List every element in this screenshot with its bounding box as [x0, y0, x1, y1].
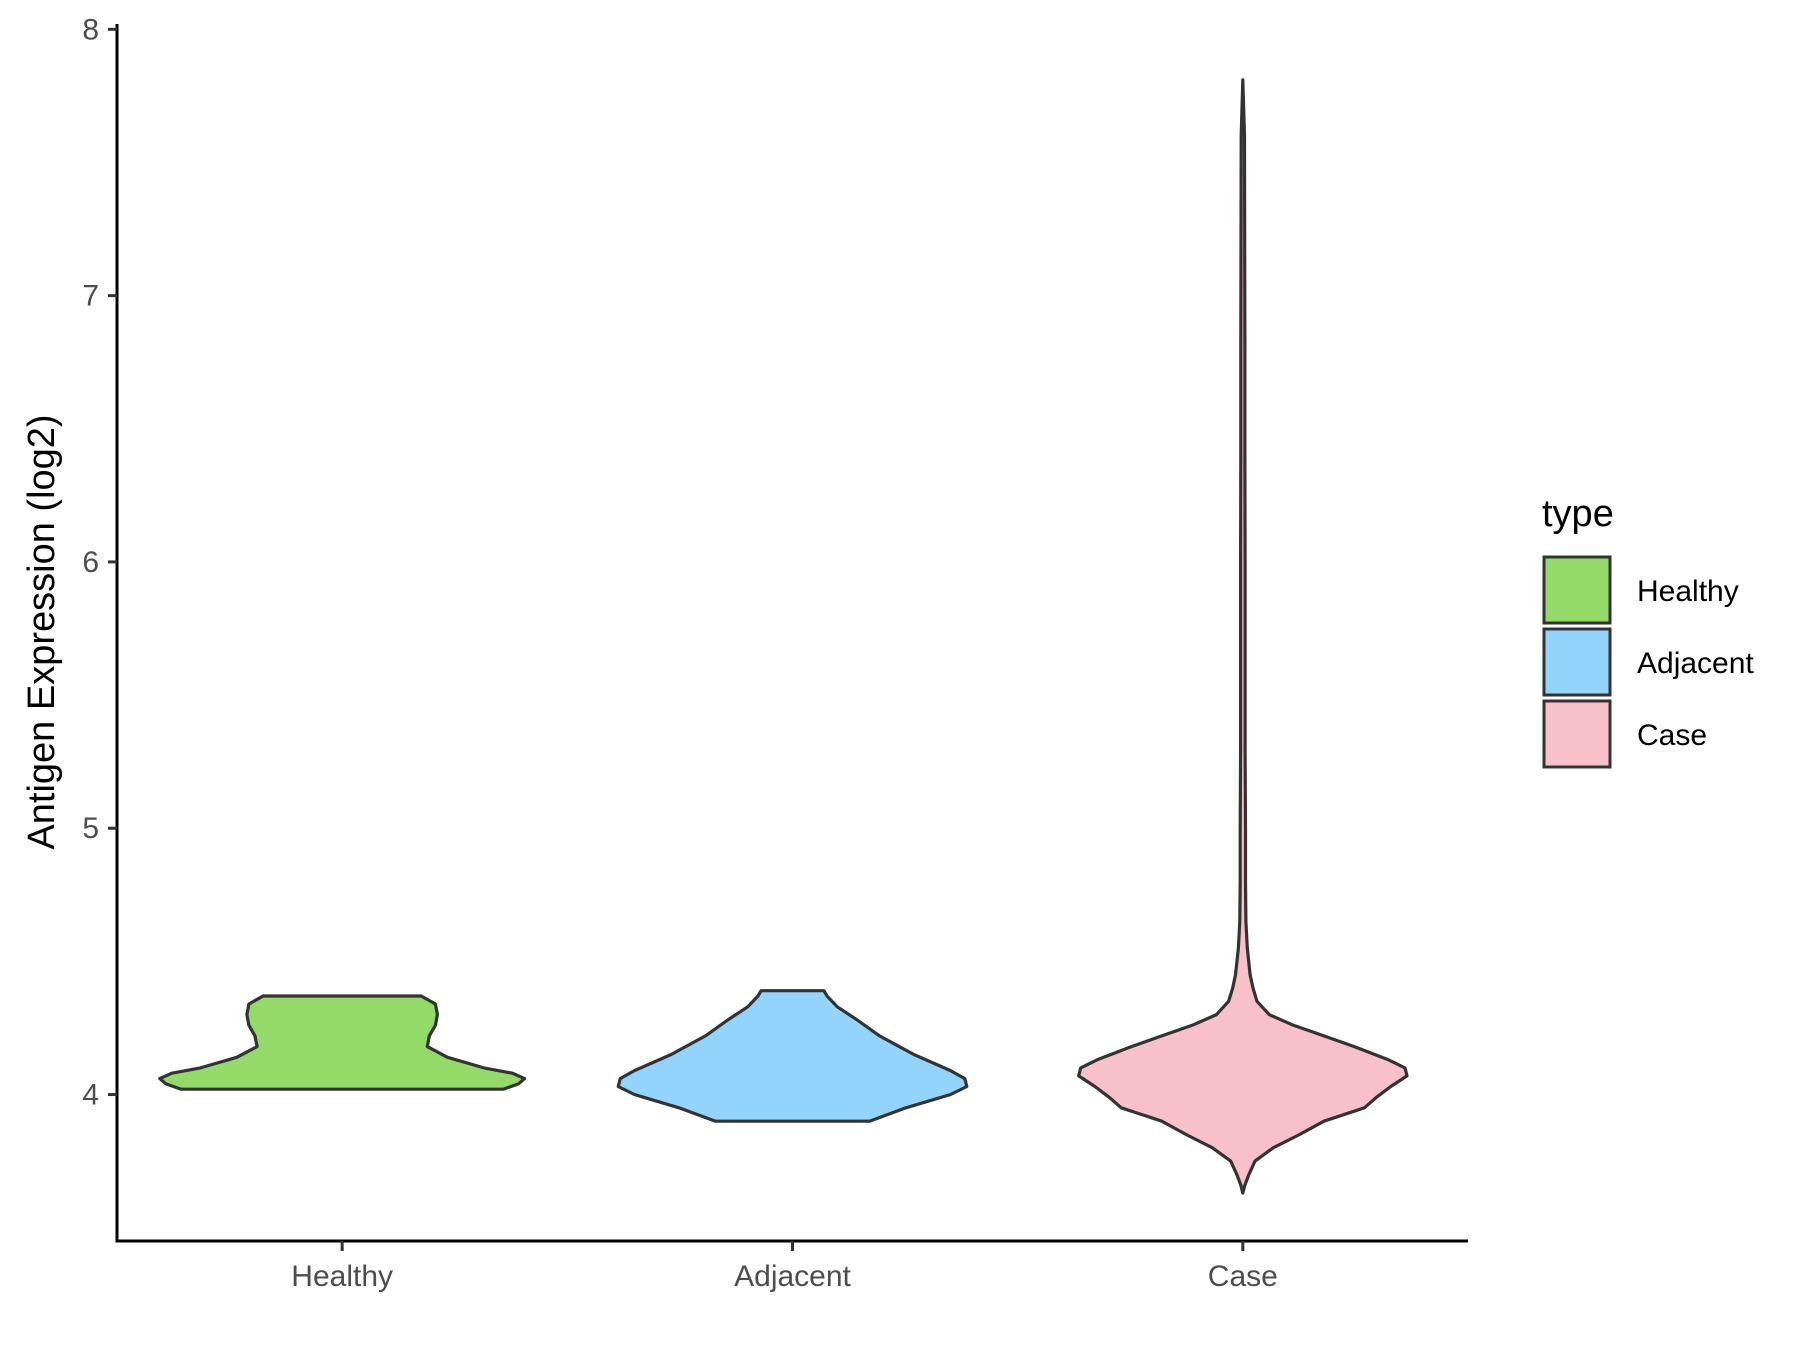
- x-tick-label: Case: [1208, 1260, 1278, 1293]
- y-tick-label: 7: [82, 280, 99, 313]
- y-tick-label: 4: [82, 1079, 99, 1112]
- x-tick-label: Healthy: [291, 1260, 393, 1293]
- legend-swatch-healthy: [1542, 555, 1612, 625]
- violin-case: [1077, 78, 1409, 1195]
- violin-adjacent: [616, 989, 969, 1123]
- legend-label-adjacent: Adjacent: [1637, 647, 1754, 680]
- legend-swatch-case: [1542, 699, 1612, 769]
- legend-title: type: [1542, 493, 1614, 535]
- y-axis-title: Antigen Expression (log2): [21, 414, 63, 849]
- x-tick-label: Adjacent: [734, 1260, 851, 1293]
- y-tick-label: 6: [82, 546, 99, 579]
- violin-healthy: [158, 994, 527, 1091]
- x-ticks: Healthy Adjacent Case: [291, 1241, 1278, 1293]
- axes: 4 5 6 7 8 Healthy Adjacent Case Antigen Expres…: [21, 13, 1468, 1293]
- y-tick-label: 8: [82, 13, 99, 46]
- legend-label-case: Case: [1637, 719, 1707, 752]
- legend-items: Healthy Adjacent Case: [1542, 555, 1754, 769]
- violin-layer: [158, 78, 1409, 1195]
- legend: type Healthy Adjacent Case: [1542, 493, 1754, 769]
- legend-label-healthy: Healthy: [1637, 575, 1739, 608]
- legend-swatch-adjacent: [1542, 627, 1612, 697]
- y-ticks: 4 5 6 7 8: [82, 13, 117, 1112]
- y-tick-label: 5: [82, 812, 99, 845]
